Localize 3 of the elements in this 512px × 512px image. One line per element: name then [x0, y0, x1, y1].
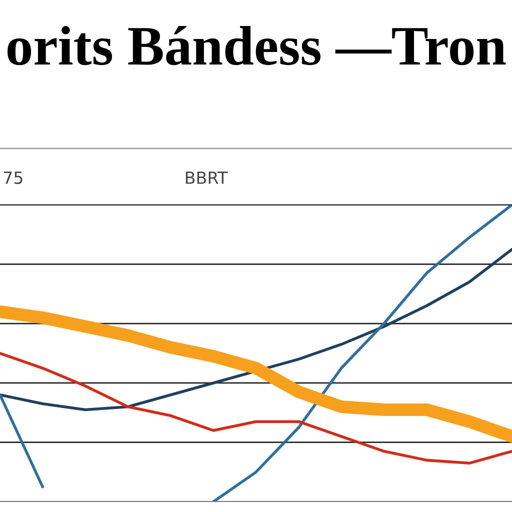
chart-title: orits Bándess —Tron	[8, 26, 506, 66]
text: 75	[4, 172, 22, 184]
text: BBRT	[186, 172, 228, 184]
